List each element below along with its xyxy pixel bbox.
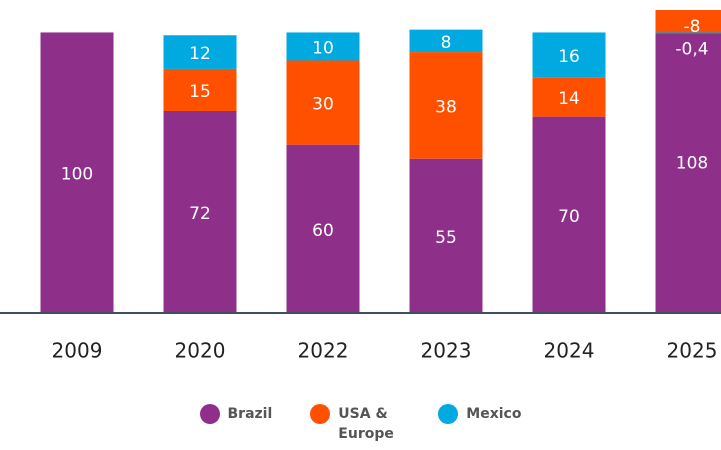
bar-segment — [409, 52, 483, 159]
bar-segment — [409, 29, 483, 53]
legend-item: USA & Europe — [310, 404, 400, 444]
data-label: 100 — [61, 165, 93, 185]
x-tick-label: 2024 — [544, 339, 595, 363]
legend-label: Brazil — [227, 406, 273, 422]
bar-segment — [532, 77, 606, 117]
legend: Brazil USA & Europe Mexico — [0, 404, 721, 444]
bar-segment — [286, 60, 360, 145]
x-tick-label: 2022 — [298, 339, 349, 363]
legend-label: USA & Europe — [338, 406, 394, 442]
bar-segment — [40, 32, 114, 313]
legend-item: Mexico — [438, 404, 521, 444]
bar-segment — [286, 32, 360, 61]
chart: 100 2009 72 15 12 2020 60 30 10 2022 55 38 8 2023 70 14… — [0, 10, 721, 363]
data-label: 70 — [558, 207, 580, 227]
data-label: 12 — [189, 44, 211, 64]
data-label: 72 — [189, 204, 211, 224]
data-label: 38 — [435, 97, 457, 117]
x-tick-label: 2009 — [52, 339, 103, 363]
data-label: 10 — [312, 38, 334, 58]
data-label: 14 — [558, 89, 580, 109]
data-label: 60 — [312, 221, 334, 241]
legend-swatch — [310, 404, 331, 424]
bar-segment — [163, 68, 237, 111]
legend-swatch — [438, 404, 459, 424]
data-label: 8 — [441, 33, 452, 53]
data-label: -0,4 — [675, 39, 708, 59]
bar-segment — [163, 111, 237, 313]
x-tick-label: 2023 — [421, 339, 472, 363]
legend-label: Mexico — [466, 406, 522, 422]
bar-segment — [532, 116, 606, 313]
data-label: 15 — [189, 82, 211, 102]
bar-segment — [286, 144, 360, 313]
data-label: -8 — [684, 17, 701, 37]
legend-item: Brazil — [199, 404, 273, 444]
data-label: 108 — [676, 154, 708, 174]
x-tick-label: 2025 — [667, 339, 718, 363]
legend-swatch — [199, 404, 220, 424]
bar-segment — [409, 158, 483, 313]
bar-segment — [655, 32, 721, 34]
data-label: 30 — [312, 95, 334, 115]
bar-segment — [163, 35, 237, 69]
data-label: 16 — [558, 47, 580, 67]
bar-segment — [655, 10, 721, 313]
x-tick-label: 2020 — [175, 339, 226, 363]
data-label: 55 — [435, 228, 457, 248]
bar-segment — [655, 10, 721, 33]
bar-segment — [532, 32, 606, 78]
